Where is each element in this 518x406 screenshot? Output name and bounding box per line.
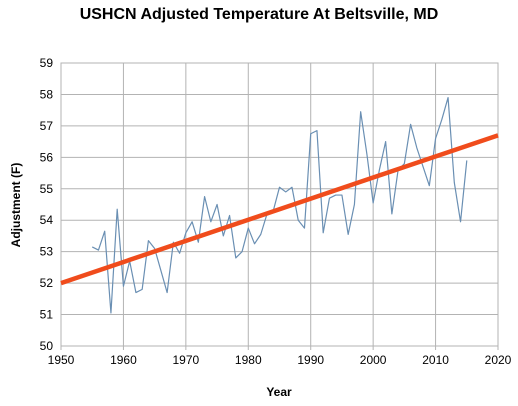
x-tick-label: 2000: [360, 353, 387, 367]
y-tick-label: 58: [40, 87, 54, 101]
tick-labels: 50 51 52 53 54 55 56 57 58 59 1950 1960 1970 1980 1990…: [40, 56, 512, 367]
x-tick-label: 2020: [485, 353, 512, 367]
plot-area-frame: [60, 62, 499, 347]
y-tick-label: 59: [40, 56, 54, 70]
x-tick-label: 1970: [173, 353, 200, 367]
series-layer: [60, 96, 499, 314]
y-tick-label: 57: [40, 119, 54, 133]
trend-line: [60, 133, 499, 286]
x-tick-label: 1960: [110, 353, 137, 367]
x-axis-title: Year: [266, 385, 292, 399]
x-tick-label: 1990: [297, 353, 324, 367]
grid-lines: [60, 62, 499, 350]
x-tick-label: 1980: [235, 353, 262, 367]
y-tick-label: 51: [40, 308, 54, 322]
temperature-series-line: [91, 96, 468, 314]
y-tick-label: 53: [40, 245, 54, 259]
y-tick-label: 56: [40, 150, 54, 164]
y-tick-label: 54: [40, 213, 54, 227]
x-tick-label: 2010: [422, 353, 449, 367]
chart-title: USHCN Adjusted Temperature At Beltsville…: [79, 6, 439, 23]
y-tick-label: 52: [40, 276, 54, 290]
x-tick-label: 1950: [48, 353, 75, 367]
y-axis-title: Adjustment (F): [9, 163, 23, 248]
y-tick-label: 55: [40, 182, 54, 196]
y-tick-label: 50: [40, 339, 54, 353]
